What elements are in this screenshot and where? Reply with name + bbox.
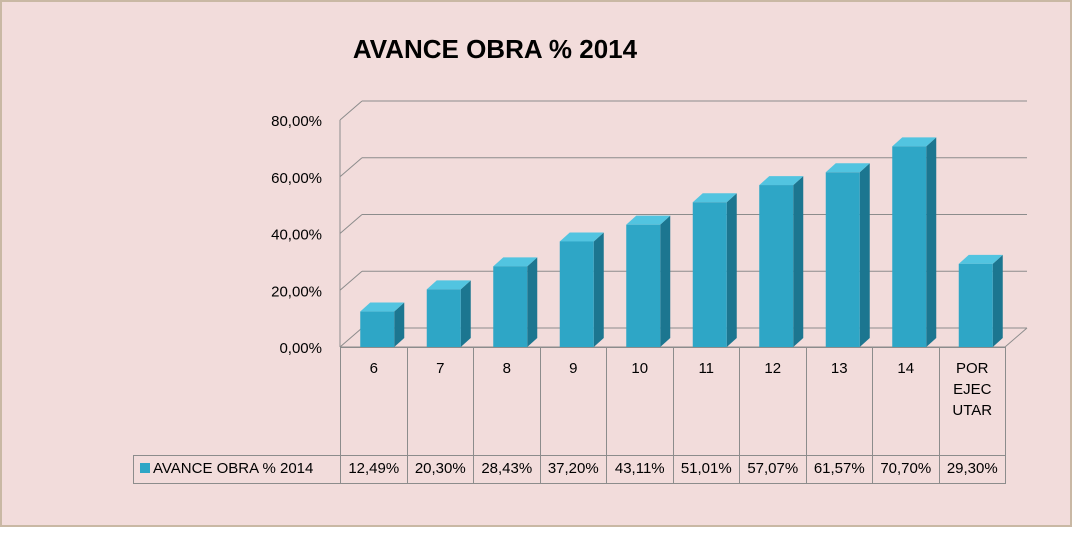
bar-side: [460, 280, 471, 347]
value-cell: 57,07%: [739, 455, 807, 484]
bar-top: [626, 215, 671, 225]
bar-top: [493, 257, 538, 267]
category-cell: 6: [340, 347, 408, 456]
category-cell: 8: [473, 347, 541, 456]
bar-side: [593, 232, 604, 347]
bar-top: [360, 302, 405, 312]
category-cell: 12: [739, 347, 807, 456]
legend-swatch: [140, 463, 150, 473]
y-tick-label: 0,00%: [279, 340, 322, 357]
bar-top: [825, 163, 870, 173]
bar: [958, 263, 993, 347]
legend-cell: AVANCE OBRA % 2014: [133, 455, 341, 484]
chart-title: AVANCE OBRA % 2014: [353, 34, 638, 64]
category-cell: 9: [539, 347, 607, 456]
grid-line-side: [339, 100, 363, 121]
bar-side: [859, 163, 870, 347]
bar-top: [426, 280, 471, 290]
y-tick-label: 20,00%: [271, 283, 322, 300]
value-cell: 70,70%: [872, 455, 940, 484]
bar: [825, 172, 860, 347]
bar-side: [726, 193, 737, 347]
bar: [360, 311, 395, 347]
value-cell: 28,43%: [473, 455, 541, 484]
value-cell: 37,20%: [539, 455, 607, 484]
category-cell: 7: [406, 347, 474, 456]
grid-line-side: [339, 214, 363, 234]
bar-top: [958, 254, 1003, 264]
grid-line-side: [339, 327, 363, 348]
bar: [426, 289, 461, 347]
bar-top: [892, 137, 937, 147]
bar-top: [692, 193, 737, 203]
bar-top: [559, 232, 604, 242]
y-tick-label: 80,00%: [271, 113, 322, 130]
bar: [559, 241, 594, 347]
value-cell: 61,57%: [805, 455, 873, 484]
bar-top: [759, 176, 804, 186]
bar: [692, 202, 727, 347]
grid-line-side: [339, 157, 363, 178]
category-cell: POR EJECUTAR: [938, 347, 1006, 456]
bar-side: [660, 215, 671, 347]
value-cell: 43,11%: [606, 455, 674, 484]
category-cell: 14: [872, 347, 940, 456]
value-cell: 12,49%: [340, 455, 408, 484]
bar: [892, 146, 927, 347]
category-cell: 10: [606, 347, 674, 456]
value-cell: 20,30%: [406, 455, 474, 484]
bar: [493, 266, 528, 347]
category-cell: 11: [672, 347, 740, 456]
y-tick-label: 60,00%: [271, 170, 322, 187]
bar: [626, 224, 661, 347]
bar-side: [992, 254, 1003, 347]
floor-line: [1004, 327, 1028, 348]
bar-side: [793, 176, 804, 347]
category-cell: 13: [805, 347, 873, 456]
bar: [759, 185, 794, 347]
grid-line-side: [339, 270, 363, 291]
value-cell: 29,30%: [938, 455, 1006, 484]
value-cell: 51,01%: [672, 455, 740, 484]
legend-label: AVANCE OBRA % 2014: [153, 460, 314, 477]
y-tick-label: 40,00%: [271, 227, 322, 244]
bar-side: [926, 137, 937, 347]
bar-side: [527, 257, 538, 347]
bar-side: [394, 302, 405, 347]
